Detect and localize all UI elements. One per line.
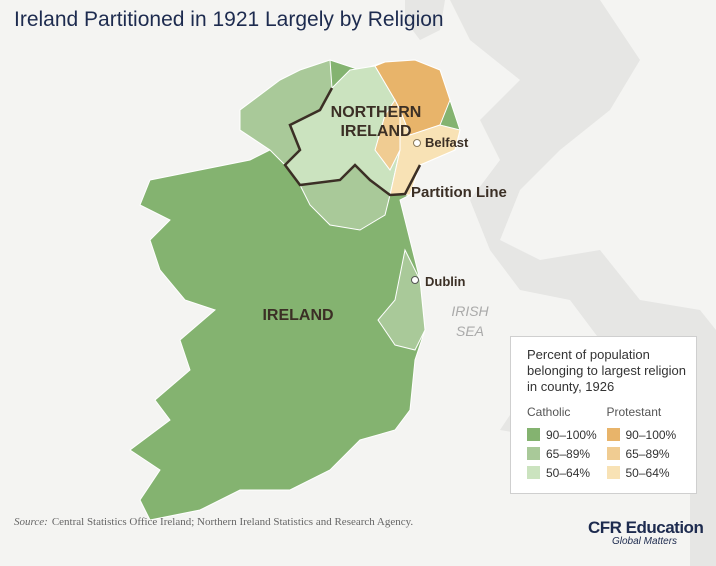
legend-item: 90–100% — [527, 425, 607, 444]
sea-label: SEA — [456, 323, 484, 339]
legend-label: 65–89% — [625, 446, 670, 461]
legend-item: 65–89% — [527, 444, 607, 463]
swatch — [527, 466, 540, 479]
scotland-islands — [405, 0, 445, 40]
legend-title: Percent of population belonging to large… — [527, 347, 686, 394]
belfast-label: Belfast — [425, 135, 469, 150]
brand: CFR Education Global Matters — [588, 518, 704, 547]
legend: Percent of population belonging to large… — [510, 336, 697, 494]
partition-line — [283, 87, 422, 197]
northern-ireland-label: IRELAND — [340, 123, 411, 140]
legend-group-name: Catholic — [527, 405, 571, 419]
dublin-wicklow — [377, 248, 426, 351]
legend-item: 65–89% — [606, 444, 687, 463]
swatch — [527, 428, 540, 441]
ireland-label: IRELAND — [262, 307, 333, 324]
legend-item: 50–64% — [606, 463, 687, 482]
dublin-label: Dublin — [425, 274, 465, 289]
legend-item: 90–100% — [606, 425, 687, 444]
legend-label: 90–100% — [625, 427, 677, 442]
brand-tagline: Global Matters — [612, 536, 678, 547]
swatch — [606, 466, 620, 479]
swatch — [527, 447, 540, 460]
source: Source: Central Statistics Office Ireland… — [14, 516, 413, 528]
legend-label: 90–100% — [546, 427, 597, 442]
legend-group: Protestant 90–100% 65–89% 50–64% — [606, 405, 687, 482]
legend-item: 50–64% — [527, 463, 607, 482]
swatch — [606, 447, 620, 460]
legend-group-name: Protestant — [606, 405, 662, 419]
source-label: Source: — [14, 516, 48, 528]
legend-label: 65–89% — [546, 446, 591, 461]
down — [389, 109, 461, 196]
legend-label: 50–64% — [625, 465, 670, 480]
partition-line-label: Partition Line — [411, 184, 507, 201]
dublin-dot — [411, 276, 419, 284]
legend-label: 50–64% — [546, 465, 591, 480]
source-text: Central Statistics Office Ireland; North… — [51, 516, 414, 528]
title: Ireland Partitioned in 1921 Largely by R… — [14, 8, 444, 31]
swatch — [606, 428, 620, 441]
legend-columns: Catholic 90–100% 65–89% 50–64% Protestan… — [527, 405, 686, 482]
belfast-dot — [413, 139, 421, 147]
brand-name: CFR Education — [588, 518, 704, 537]
northern-ireland-label: NORTHERN — [331, 104, 422, 121]
sea-label: IRISH — [451, 303, 489, 319]
armagh — [374, 99, 401, 171]
legend-group: Catholic 90–100% 65–89% 50–64% — [527, 405, 607, 482]
